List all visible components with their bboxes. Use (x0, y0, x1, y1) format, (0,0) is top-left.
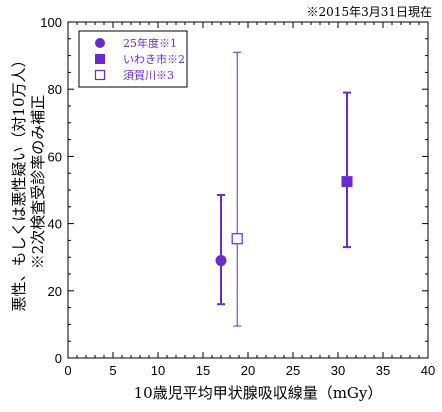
data-point-1 (341, 176, 353, 188)
x-tick-label: 25 (286, 363, 300, 378)
x-tick-label: 30 (331, 363, 345, 378)
x-axis-label: 10歳児平均甲状腺吸収線量（mGy） (134, 384, 383, 402)
data-point-2 (231, 233, 243, 245)
x-tick-label: 35 (376, 363, 390, 378)
data-point-0 (215, 255, 227, 267)
x-tick-label: 20 (241, 363, 255, 378)
y-tick-label: 100 (40, 15, 62, 30)
x-tick-label: 10 (151, 363, 165, 378)
legend-marker-2 (94, 69, 106, 81)
x-tick-label: 40 (421, 363, 435, 378)
y-axis-label-line2: ※2次検査受診率のみ補正 (29, 95, 47, 270)
legend-marker-1 (95, 54, 105, 64)
legend-label-2: 須賀川※3 (123, 69, 174, 82)
y-tick-label: 20 (48, 284, 62, 299)
legend-marker-0 (95, 38, 105, 48)
y-tick-label: 40 (48, 217, 62, 232)
date-note: ※2015年3月31日現在 (306, 5, 432, 19)
x-tick-label: 0 (64, 363, 71, 378)
x-tick-label: 15 (196, 363, 210, 378)
x-tick-label: 5 (109, 363, 116, 378)
y-tick-label: 60 (48, 149, 62, 164)
y-tick-label: 0 (55, 351, 62, 366)
legend-label-1: いわき市※2 (123, 52, 185, 66)
y-tick-label: 80 (48, 82, 62, 97)
y-axis-label-line1: 悪性、もしくは悪性疑い（対10万人） (10, 52, 28, 311)
legend-label-0: 25年度※1 (123, 36, 177, 50)
